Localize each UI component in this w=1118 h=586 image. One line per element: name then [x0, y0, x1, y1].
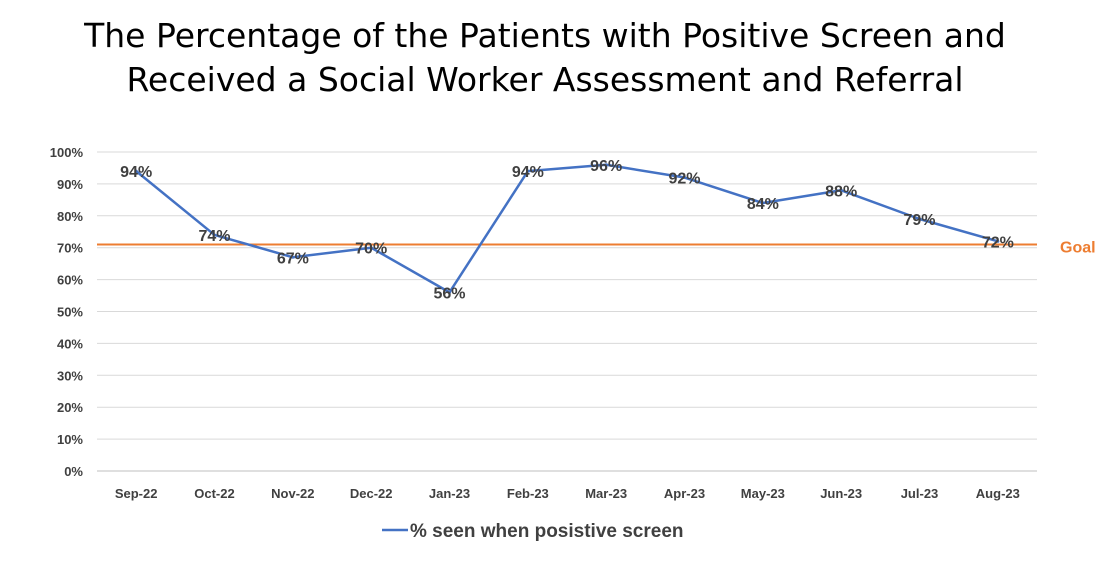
x-tick-label: Apr-23 [664, 486, 705, 501]
data-point [291, 255, 295, 259]
y-tick-label: 40% [57, 336, 83, 351]
data-point [526, 169, 530, 173]
y-tick-label: 80% [57, 209, 83, 224]
y-tick-label: 30% [57, 368, 83, 383]
y-tick-label: 60% [57, 273, 83, 288]
data-point [761, 201, 765, 205]
data-label: 74% [198, 228, 230, 245]
data-point [683, 176, 686, 180]
data-point [918, 217, 921, 221]
goal-label: Goal [1060, 240, 1096, 257]
y-tick-label: 90% [57, 177, 83, 192]
data-label: 96% [590, 158, 622, 175]
x-tick-label: Oct-22 [194, 486, 234, 501]
y-tick-label: 70% [57, 241, 83, 256]
data-label: 94% [120, 164, 152, 181]
y-tick-label: 20% [57, 400, 83, 415]
x-tick-label: Nov-22 [271, 486, 314, 501]
y-tick-label: 50% [57, 305, 83, 320]
x-tick-label: Jun-23 [820, 486, 862, 501]
legend-label: % seen when posistive screen [410, 521, 684, 542]
data-point [213, 233, 216, 237]
data-label: 79% [903, 212, 935, 229]
x-tick-label: Jul-23 [901, 486, 939, 501]
x-tick-label: Aug-23 [976, 486, 1020, 501]
data-label: 84% [747, 196, 779, 213]
data-point [839, 188, 843, 192]
x-tick-label: May-23 [741, 486, 785, 501]
x-tick-label: Jan-23 [429, 486, 470, 501]
y-tick-label: 0% [64, 464, 83, 479]
x-tick-label: Mar-23 [585, 486, 627, 501]
chart-title: The Percentage of the Patients with Posi… [0, 14, 1090, 102]
data-label: 67% [277, 250, 309, 267]
data-point [448, 290, 451, 294]
data-label: 88% [825, 183, 857, 200]
chart-title-line-1: The Percentage of the Patients with Posi… [84, 16, 1006, 55]
data-point [996, 239, 1000, 243]
x-tick-label: Sep-22 [115, 486, 158, 501]
x-tick-label: Feb-23 [507, 486, 549, 501]
chart-title-line-2: Received a Social Worker Assessment and … [126, 60, 964, 99]
data-point [369, 246, 373, 250]
x-tick-label: Dec-22 [350, 486, 393, 501]
data-label: 72% [982, 234, 1014, 251]
data-point [604, 163, 608, 167]
series-line [135, 163, 999, 294]
y-tick-label: 10% [57, 432, 83, 447]
data-point [134, 169, 138, 173]
data-label: 94% [512, 164, 544, 181]
y-tick-label: 100% [50, 145, 84, 160]
data-label: 70% [355, 241, 387, 258]
data-label: 92% [668, 171, 700, 188]
data-label: 56% [433, 285, 465, 302]
